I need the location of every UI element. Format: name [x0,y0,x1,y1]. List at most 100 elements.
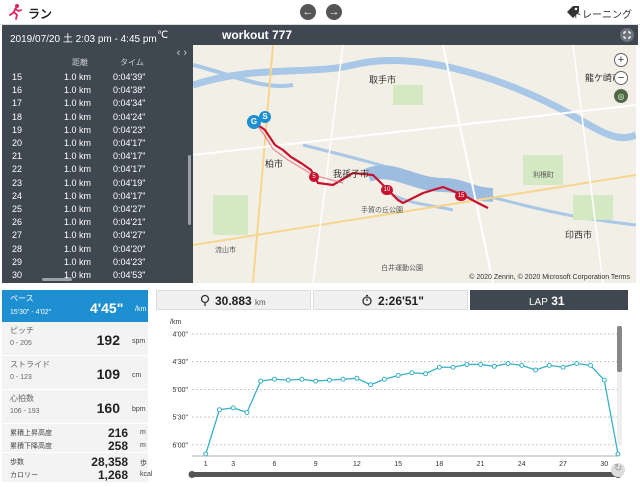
pace-data-point [574,361,580,367]
tag-icon [567,6,579,18]
pace-data-point [354,375,360,381]
workout-info-bar: 2019/07/20 土 2:03 pm - 4:45 pm ℃ workout… [2,25,638,45]
expand-button[interactable] [620,28,634,42]
lap-row[interactable]: 24 1.0 km 0:04'17" [2,191,188,203]
tab-duration[interactable]: 2:26'51" [313,290,468,310]
map-layer-button[interactable]: ◎ [614,89,628,103]
stride-label: ストライド [10,360,50,369]
pace-data-point [271,376,277,382]
lap-row[interactable]: 15 1.0 km 0:04'39" [2,72,188,84]
lap-time: 0:04'17" [113,164,146,175]
lap-row[interactable]: 18 1.0 km 0:04'24" [2,112,188,124]
lap-number: 16 [12,85,23,96]
arrow-right-icon: → [328,6,340,18]
lap-row[interactable]: 20 1.0 km 0:04'17" [2,138,188,150]
lap-distance: 1.0 km [64,85,92,96]
zoom-in-button[interactable]: + [614,53,628,67]
lap-distance: 1.0 km [64,256,92,267]
y-tick-label: 4'00" [172,332,188,339]
heart-rate-stat[interactable]: 心拍数 106 - 193 160 bpm [2,390,148,424]
pace-data-point [519,362,525,368]
distance-header: 距離 [72,58,88,67]
lap-row[interactable]: 19 1.0 km 0:04'23" [2,125,188,137]
descent-value: 258 [107,439,128,453]
pace-data-point [299,376,305,382]
lap-time: 0:04'17" [113,190,146,201]
next-workout-button[interactable]: → [326,4,342,20]
lap-number: 23 [12,177,23,188]
km-marker[interactable]: 10 [381,185,393,195]
lap-number: 15 [12,72,23,82]
lap-table-scrollbar[interactable] [188,155,191,225]
calories-row: カロリー 1,268 kcal [10,468,152,482]
pace-data-point [340,376,346,382]
steps-row: 歩数 28,358 歩 [10,455,148,469]
lap-row[interactable]: 23 1.0 km 0:04'19" [2,178,188,190]
route-map[interactable]: 取手市 我孫子市 柏市 龍ケ崎市 印西市 利根町 流山市 手賀の丘公園 白井運動… [193,45,636,283]
pace-data-point [615,451,621,457]
pace-data-point [368,382,374,388]
lap-time: 0:04'17" [113,138,146,148]
chart-vscrollbar[interactable] [617,326,622,446]
zoom-out-button[interactable]: − [614,71,628,85]
map-place: 白井運動公園 [381,265,423,272]
map-place: 利根町 [533,172,554,179]
lap-row[interactable]: 30 1.0 km 0:04'53" [2,270,188,282]
lap-distance: 1.0 km [64,217,92,228]
stride-range: 0 - 123 [10,374,32,381]
lap-distance: 1.0 km [64,138,92,148]
lap-row[interactable]: 25 1.0 km 0:04'27" [2,204,188,216]
lap-distance: 1.0 km [64,243,92,254]
pace-data-point [258,378,264,384]
lap-row[interactable]: 29 1.0 km 0:04'23" [2,257,188,269]
pitch-stat[interactable]: ピッチ 0 - 205 192 spm [2,322,148,356]
lap-distance: 1.0 km [64,151,92,162]
lap-row[interactable]: 21 1.0 km 0:04'17" [2,151,188,163]
lap-time: 0:04'38" [113,85,146,96]
y-axis-label: /km [170,319,181,326]
calories-unit: kcal [140,471,153,478]
lap-time: 0:04'23" [113,124,146,135]
lap-number: 18 [12,111,23,122]
tab-lap[interactable]: LAP 31 [470,290,628,310]
workout-name: workout 777 [222,28,293,42]
runner-icon [9,4,22,20]
lap-row[interactable]: 22 1.0 km 0:04'17" [2,164,188,176]
descent-label: 累積下降高度 [10,443,52,450]
lap-row[interactable]: 16 1.0 km 0:04'38" [2,85,188,97]
heart-rate-unit: bpm [132,406,146,413]
lap-row[interactable]: 26 1.0 km 0:04'21" [2,217,188,229]
lap-table-hscrollbar[interactable] [42,278,72,281]
lap-number: 27 [12,230,23,241]
x-tick-label: 1 [204,461,208,468]
pace-series-line [205,362,619,455]
pace-data-point [326,377,332,383]
km-marker[interactable]: 5 [309,172,319,182]
stride-value: 109 [96,366,120,382]
map-place: 龍ケ崎市 [585,73,622,83]
km-marker[interactable]: 15 [455,191,467,201]
start-marker[interactable]: S [259,111,271,123]
lap-row[interactable]: 27 1.0 km 0:04'27" [2,230,188,242]
lap-number: 25 [12,204,23,214]
lap-time: 0:04'20" [113,243,146,254]
pace-data-point [395,373,401,379]
lap-row[interactable]: 17 1.0 km 0:04'34" [2,98,188,110]
table-nav-arrows[interactable]: ‹ › [176,47,187,59]
pace-data-point [588,362,594,368]
lap-distance: 1.0 km [64,98,92,109]
lap-row[interactable]: 28 1.0 km 0:04'20" [2,244,188,256]
training-link[interactable]: トレーニング [572,10,632,21]
lap-distance: 1.0 km [64,190,92,201]
pace-stat[interactable]: ペース 15'30" - 4'02" 4'45" /km [2,290,148,322]
lap-value: 31 [551,294,565,308]
reset-zoom-button[interactable]: ↻ [611,463,625,477]
goal-marker[interactable]: G [247,115,261,129]
pace-data-point [533,367,539,373]
chart-vscroll-thumb[interactable] [617,326,622,372]
stride-stat[interactable]: ストライド 0 - 123 109 cm [2,356,148,390]
map-place: 手賀の丘公園 [361,207,403,214]
x-tick-label: 12 [353,461,361,468]
tab-distance[interactable]: 30.883 km [156,290,311,310]
prev-workout-button[interactable]: ← [300,4,316,20]
